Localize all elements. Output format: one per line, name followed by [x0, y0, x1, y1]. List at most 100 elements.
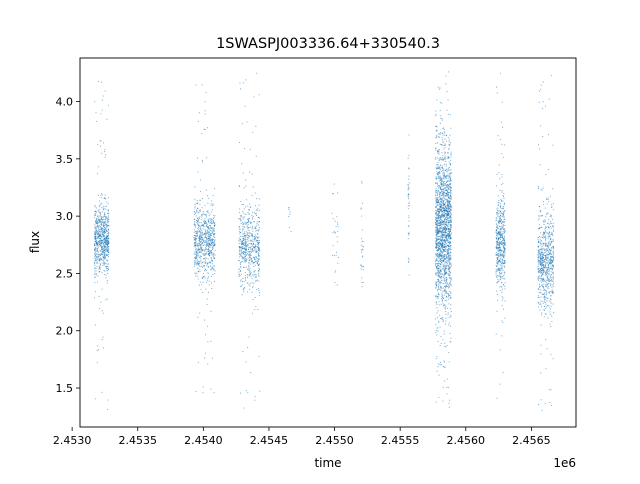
data-point: [499, 238, 501, 240]
data-point: [436, 243, 438, 245]
data-point: [201, 207, 203, 209]
data-point: [449, 241, 451, 243]
data-point: [247, 229, 249, 231]
data-point: [245, 199, 247, 201]
data-point: [104, 241, 106, 243]
data-point: [258, 270, 260, 272]
data-point: [542, 107, 544, 109]
data-point: [99, 212, 101, 214]
data-point: [94, 257, 96, 259]
data-point: [107, 242, 109, 244]
data-point: [197, 222, 199, 224]
data-point: [361, 240, 363, 242]
data-point: [548, 248, 550, 250]
data-point: [443, 305, 445, 307]
data-point: [446, 286, 448, 288]
data-point: [213, 225, 215, 227]
data-point: [447, 262, 449, 264]
data-point: [547, 223, 549, 225]
data-point: [450, 236, 452, 238]
data-point: [249, 207, 251, 209]
data-point: [448, 71, 450, 73]
data-point: [444, 157, 446, 159]
data-point: [243, 256, 245, 258]
data-point: [449, 220, 451, 222]
data-point: [100, 220, 102, 222]
data-point: [437, 199, 439, 201]
data-point: [436, 240, 438, 242]
data-point: [103, 251, 105, 253]
data-point: [435, 239, 437, 241]
data-point: [195, 258, 197, 260]
data-point: [447, 155, 449, 157]
data-point: [94, 262, 96, 264]
data-point: [445, 313, 447, 315]
data-point: [197, 263, 199, 265]
data-point: [252, 215, 254, 217]
data-point: [94, 261, 96, 263]
data-point: [103, 269, 105, 271]
data-point: [438, 191, 440, 193]
data-point: [213, 253, 215, 255]
data-point: [439, 222, 441, 224]
data-point: [438, 254, 440, 256]
data-point: [207, 245, 209, 247]
data-point: [201, 262, 203, 264]
data-point: [194, 272, 196, 274]
data-point: [408, 274, 410, 276]
data-point: [436, 233, 438, 235]
data-point: [258, 289, 260, 291]
data-point: [255, 279, 257, 281]
data-point: [550, 262, 552, 264]
data-point: [211, 266, 213, 268]
data-point: [444, 189, 446, 191]
data-point: [205, 223, 207, 225]
data-point: [408, 203, 410, 205]
data-point: [548, 278, 550, 280]
data-point: [446, 243, 448, 245]
data-point: [448, 296, 450, 298]
data-point: [547, 254, 549, 256]
data-point: [435, 213, 437, 215]
data-point: [251, 214, 253, 216]
data-point: [442, 258, 444, 260]
data-point: [539, 269, 541, 271]
data-point: [450, 213, 452, 215]
data-point: [95, 270, 97, 272]
data-point: [212, 221, 214, 223]
data-point: [241, 236, 243, 238]
data-point: [496, 246, 498, 248]
data-point: [200, 216, 202, 218]
data-point: [548, 263, 550, 265]
data-point: [437, 316, 439, 318]
data-point: [442, 176, 444, 178]
data-point: [247, 268, 249, 270]
data-point: [444, 207, 446, 209]
data-point: [446, 254, 448, 256]
data-point: [541, 249, 543, 251]
data-point: [443, 204, 445, 206]
data-point: [547, 232, 549, 234]
data-point: [443, 127, 445, 129]
data-point: [210, 257, 212, 259]
data-point: [104, 213, 106, 215]
data-point: [437, 239, 439, 241]
data-point: [444, 244, 446, 246]
data-point: [101, 248, 103, 250]
data-point: [448, 196, 450, 198]
data-point: [438, 275, 440, 277]
data-point: [250, 263, 252, 265]
data-point: [198, 243, 200, 245]
data-point: [440, 183, 442, 185]
data-point: [440, 274, 442, 276]
data-point: [504, 288, 506, 290]
data-point: [439, 270, 441, 272]
data-point: [250, 250, 252, 252]
data-point: [539, 275, 541, 277]
data-point: [206, 157, 208, 159]
data-point: [495, 241, 497, 243]
data-point: [440, 254, 442, 256]
data-point: [447, 233, 449, 235]
data-point: [445, 245, 447, 247]
data-point: [545, 289, 547, 291]
